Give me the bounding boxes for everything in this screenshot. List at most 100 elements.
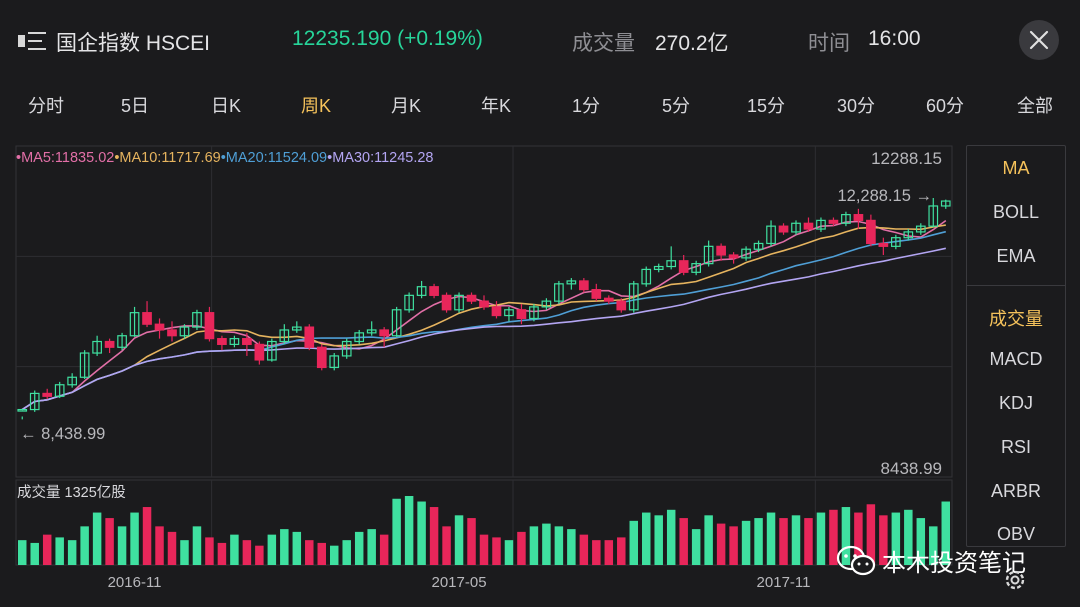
indicator-ema[interactable]: EMA: [996, 246, 1036, 266]
tab-6[interactable]: 1分: [571, 96, 601, 116]
candle-19: [254, 343, 265, 361]
candle-13: [179, 326, 190, 337]
volume-bar-38: [492, 537, 501, 565]
ma10-line: [21, 224, 946, 411]
volume-bar-16: [217, 542, 227, 565]
candle-50: [641, 268, 652, 285]
candle-21: [279, 329, 290, 343]
indicator-panel: MA BOLL EMA 成交量 MACD KDJ RSI ARBR OBV: [966, 145, 1066, 547]
tab-8[interactable]: 15分: [746, 96, 786, 116]
candle-51: [653, 265, 664, 271]
volume-bar-3: [55, 537, 64, 565]
candle-49: [628, 283, 639, 311]
candle-36: [466, 294, 477, 302]
volume-bar-25: [329, 545, 339, 565]
tab-11[interactable]: 全部: [1017, 96, 1053, 116]
volume-bar-35: [454, 515, 464, 565]
ma-legend-ma30: MA30:11245.28: [332, 150, 433, 166]
candle-20: [266, 340, 277, 361]
candle-11: [154, 323, 165, 331]
volume-bar-14: [192, 526, 202, 565]
candle-4: [67, 376, 78, 386]
price-change: 12235.190 (+0.19%): [292, 27, 483, 50]
tab-1[interactable]: 5日: [120, 96, 150, 116]
candle-74: [940, 200, 951, 207]
volume-bar-52: [666, 509, 676, 565]
y-min-label: 8438.99: [881, 459, 942, 478]
volume-bar-45: [579, 534, 589, 565]
candle-65: [828, 219, 839, 224]
volume-bar-54: [691, 529, 701, 565]
volume-bar-66: [841, 507, 851, 565]
volume-bar-37: [479, 534, 489, 565]
candle-69: [878, 242, 889, 247]
volume-bar-33: [429, 507, 439, 565]
ma-legend-dot-0: •: [16, 150, 21, 166]
volume-bar-44: [567, 529, 576, 565]
indicator-ma[interactable]: MA: [1002, 158, 1030, 178]
volume-bar-6: [92, 512, 102, 565]
tab-10[interactable]: 60分: [925, 96, 965, 116]
tab-2[interactable]: 日K: [210, 96, 242, 116]
low-marker: ← 8,438.99: [20, 425, 105, 443]
kline-chart: •MA5:11835.02•MA10:11717.69•MA20:11524.0…: [15, 145, 953, 591]
header: 国企指数 HSCEI 12235.190 (+0.19%) 成交量 270.2亿…: [0, 0, 1080, 82]
indicator-bottom-3[interactable]: RSI: [1000, 437, 1031, 457]
x-label-0: 2016-11: [108, 574, 162, 591]
volume-bar-1: [30, 542, 39, 565]
tab-9[interactable]: 30分: [836, 96, 876, 116]
candle-2: [42, 392, 53, 397]
volume-bar-10: [142, 507, 152, 565]
indicator-boll[interactable]: BOLL: [992, 202, 1040, 222]
tab-4[interactable]: 月K: [390, 96, 422, 116]
indicator-bottom-0[interactable]: 成交量: [989, 309, 1043, 329]
volume-bar-32: [417, 501, 426, 565]
candle-37: [479, 300, 489, 308]
volume-bar-60: [766, 512, 776, 565]
indicator-bottom-2[interactable]: KDJ: [998, 393, 1033, 413]
wechat-icon: [836, 545, 876, 575]
candle-53: [678, 260, 689, 273]
volume-bar-17: [230, 534, 239, 565]
candle-34: [441, 294, 452, 311]
volume-bar-73: [929, 526, 938, 565]
ma-legend-dot-1: •: [114, 150, 119, 166]
volume-bar-22: [292, 531, 302, 565]
menu-collapse-icon[interactable]: [18, 30, 46, 52]
volume-bar-5: [80, 526, 89, 565]
candle-59: [753, 242, 764, 250]
candle-18: [242, 338, 252, 345]
indicator-bottom-4[interactable]: ARBR: [990, 481, 1041, 501]
volume-bar-51: [654, 515, 663, 565]
ma-legend-ma5: MA5:11835.02: [21, 150, 114, 166]
ma20-line: [21, 230, 946, 411]
candle-33: [429, 286, 439, 296]
volume-bar-39: [504, 540, 514, 565]
indicator-bottom-1[interactable]: MACD: [989, 349, 1043, 369]
tab-7[interactable]: 5分: [661, 96, 691, 116]
candle-62: [791, 222, 801, 233]
tab-0[interactable]: 分时: [28, 96, 64, 116]
indicator-bottom-5[interactable]: OBV: [996, 524, 1035, 544]
tab-3[interactable]: 周K: [300, 96, 332, 116]
volume-bar-70: [891, 512, 901, 565]
candle-38: [491, 306, 502, 317]
volume-bar-21: [280, 529, 289, 565]
candle-10: [142, 312, 152, 325]
candle-56: [716, 245, 726, 256]
candle-17: [229, 338, 240, 345]
volume-bar-49: [629, 520, 639, 565]
candle-22: [291, 326, 302, 331]
candle-25: [329, 355, 340, 369]
candle-57: [728, 254, 739, 259]
volume-bar-36: [467, 518, 476, 565]
volume-bar-50: [641, 512, 651, 565]
gear-icon[interactable]: [1002, 567, 1028, 593]
close-button[interactable]: [1019, 20, 1059, 60]
candle-12: [167, 329, 177, 337]
volume-bar-28: [367, 529, 376, 565]
volume-bar-24: [317, 542, 327, 565]
tab-5[interactable]: 年K: [480, 96, 512, 116]
volume-title: 成交量 1325亿股: [17, 483, 126, 501]
volume-bar-74: [941, 501, 951, 565]
